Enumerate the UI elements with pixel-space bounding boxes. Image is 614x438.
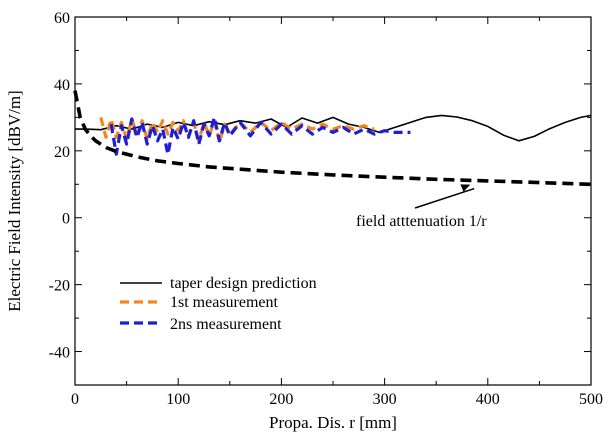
y-tick-label: 0 (62, 211, 70, 228)
y-axis-title: Electric Field Intensity [dBV/m] (5, 90, 24, 311)
x-tick-label: 0 (71, 391, 79, 408)
plot-frame (74, 16, 592, 386)
x-tick-label: 100 (166, 391, 190, 408)
y-tick-label: 40 (54, 77, 70, 94)
x-axis-ticks: 0 100 200 300 400 500 (71, 17, 603, 408)
series-layer (73, 90, 592, 187)
series-taper-prediction (75, 114, 592, 142)
annotation: field atttenuation 1/r (356, 184, 487, 230)
legend-label-prediction: taper design prediction (170, 275, 317, 292)
y-tick-label: -20 (49, 278, 70, 295)
x-tick-label: 500 (579, 391, 603, 408)
legend: taper design prediction 1st measurement … (120, 275, 317, 333)
x-tick-label: 200 (269, 391, 293, 408)
x-tick-label: 300 (373, 391, 397, 408)
x-axis-title: Propa. Dis. r [mm] (269, 413, 397, 432)
y-tick-label: -40 (49, 345, 70, 362)
x-tick-label: 400 (476, 391, 500, 408)
annotation-arrow-line (414, 187, 475, 209)
series-2nd-measurement (109, 115, 411, 156)
y-tick-label: 60 (54, 10, 70, 27)
annotation-arrow-head (460, 184, 471, 192)
series-attenuation-1-r (73, 90, 592, 187)
annotation-label: field atttenuation 1/r (356, 213, 487, 230)
legend-label-2nd: 2ns measurement (170, 316, 282, 333)
y-tick-label: 20 (54, 144, 70, 161)
y-axis-ticks: -40 -20 0 20 40 60 (49, 10, 591, 386)
legend-label-1st: 1st measurement (170, 294, 279, 311)
